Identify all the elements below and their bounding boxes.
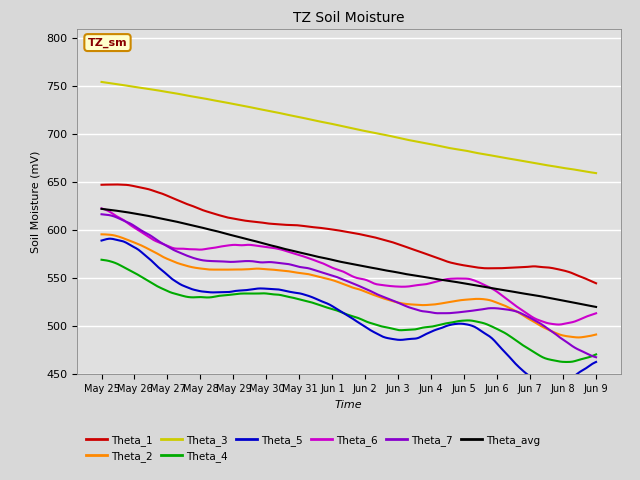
- Theta_5: [458, 321, 466, 326]
- Theta_6: [555, 322, 563, 327]
- Theta_4: [294, 296, 301, 302]
- Line: Theta_avg: Theta_avg: [102, 209, 596, 307]
- Theta_1: [110, 181, 118, 187]
- Theta_2: [294, 270, 301, 276]
- Theta_4: [98, 257, 106, 263]
- Y-axis label: Soil Moisture (mV): Soil Moisture (mV): [30, 150, 40, 253]
- Theta_6: [457, 276, 465, 281]
- Theta_5: [410, 336, 418, 342]
- Line: Theta_4: Theta_4: [102, 260, 596, 362]
- Theta_3: [457, 147, 465, 153]
- Theta_1: [592, 280, 600, 286]
- Theta_avg: [294, 249, 301, 255]
- Line: Theta_1: Theta_1: [102, 184, 596, 283]
- Theta_5: [260, 286, 268, 291]
- Theta_1: [410, 247, 418, 252]
- Theta_avg: [409, 272, 417, 278]
- Theta_6: [592, 311, 600, 316]
- Theta_2: [457, 297, 465, 303]
- Theta_5: [544, 381, 552, 386]
- Theta_6: [294, 252, 301, 257]
- Theta_2: [409, 301, 417, 307]
- Theta_7: [259, 260, 266, 265]
- Theta_2: [575, 335, 582, 340]
- Theta_3: [409, 138, 417, 144]
- Theta_1: [159, 191, 166, 197]
- Theta_4: [563, 359, 570, 365]
- Theta_3: [157, 88, 165, 94]
- Theta_1: [295, 223, 303, 228]
- Theta_4: [157, 285, 165, 291]
- Theta_6: [157, 240, 165, 246]
- Theta_4: [457, 318, 465, 324]
- Theta_3: [592, 170, 600, 176]
- Line: Theta_2: Theta_2: [102, 234, 596, 337]
- Theta_3: [98, 79, 106, 85]
- Theta_3: [294, 114, 301, 120]
- Theta_5: [106, 236, 114, 241]
- Theta_1: [458, 262, 466, 268]
- Theta_7: [592, 354, 600, 360]
- Line: Theta_5: Theta_5: [102, 239, 596, 384]
- Line: Theta_7: Theta_7: [102, 214, 596, 357]
- Theta_avg: [157, 216, 165, 221]
- Theta_7: [157, 240, 165, 246]
- Theta_avg: [98, 206, 106, 212]
- Theta_3: [454, 146, 462, 152]
- Theta_5: [592, 359, 600, 365]
- Theta_2: [592, 332, 600, 337]
- X-axis label: Time: Time: [335, 400, 363, 409]
- Theta_3: [259, 107, 266, 113]
- Theta_4: [259, 290, 266, 296]
- Theta_6: [259, 244, 266, 250]
- Theta_4: [454, 318, 462, 324]
- Theta_6: [454, 276, 462, 281]
- Theta_2: [454, 298, 462, 303]
- Theta_1: [260, 220, 268, 226]
- Theta_2: [259, 266, 266, 272]
- Theta_7: [454, 310, 462, 315]
- Theta_7: [294, 264, 301, 269]
- Theta_1: [98, 182, 106, 188]
- Line: Theta_3: Theta_3: [102, 82, 596, 173]
- Theta_1: [456, 262, 463, 267]
- Theta_avg: [259, 240, 266, 246]
- Theta_2: [98, 231, 106, 237]
- Theta_5: [159, 268, 166, 274]
- Theta_5: [98, 238, 106, 243]
- Theta_avg: [457, 280, 465, 286]
- Line: Theta_6: Theta_6: [102, 208, 596, 324]
- Theta_2: [157, 253, 165, 259]
- Theta_7: [98, 211, 106, 217]
- Theta_avg: [592, 304, 600, 310]
- Title: TZ Soil Moisture: TZ Soil Moisture: [293, 11, 404, 25]
- Theta_7: [409, 306, 417, 312]
- Theta_avg: [454, 279, 462, 285]
- Theta_7: [457, 309, 465, 315]
- Theta_6: [409, 283, 417, 289]
- Legend: Theta_1, Theta_2, Theta_3, Theta_4, Theta_5, Theta_6, Theta_7, Theta_avg: Theta_1, Theta_2, Theta_3, Theta_4, Thet…: [82, 431, 544, 466]
- Text: TZ_sm: TZ_sm: [88, 37, 127, 48]
- Theta_6: [98, 205, 106, 211]
- Theta_5: [295, 290, 303, 296]
- Theta_5: [456, 321, 463, 326]
- Theta_4: [409, 327, 417, 333]
- Theta_4: [592, 351, 600, 357]
